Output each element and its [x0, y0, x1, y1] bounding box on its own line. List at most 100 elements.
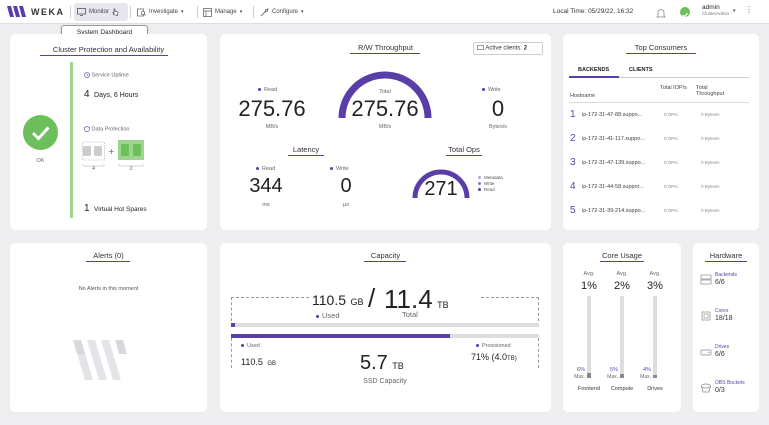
drive-icon — [700, 349, 712, 356]
throughput-card — [220, 34, 551, 230]
ops-legend-write: Write — [478, 181, 503, 187]
active-clients-box[interactable]: Active clients: 2 — [473, 42, 543, 55]
read-unit: MB/s — [265, 124, 279, 130]
protection-label-text: Data Protection — [91, 126, 130, 133]
row-host: ip-172-31-47-139.suppo... — [582, 160, 646, 166]
chevron-down-icon: ▾ — [181, 9, 184, 15]
backends-label: Backends — [715, 272, 737, 278]
provisioned-label-text: Provisioned — [482, 343, 511, 349]
cursor-hand-icon — [112, 8, 119, 16]
tab-backends[interactable]: BACKENDS — [578, 67, 610, 73]
latency-write-value: 0 — [340, 175, 352, 197]
hardware-obs-buckets[interactable]: OBS Buckets 0/3 — [715, 379, 745, 395]
row-rank: 5 — [570, 205, 576, 216]
title-underline — [446, 155, 482, 156]
ok-status-icon — [23, 115, 58, 150]
total-capacity: 11.4 TB — [384, 284, 449, 315]
nav-monitor[interactable]: Monitor — [74, 3, 128, 21]
ops-value: 271 — [424, 178, 458, 200]
hardware-cores[interactable]: Cores 18/18 — [715, 307, 733, 323]
latency-write-label-text: Write — [336, 166, 349, 172]
col-iops[interactable]: Total IOP/s — [660, 85, 687, 91]
uptime-label: Service Uptime — [84, 72, 129, 78]
row-iops: 0 OP/s — [664, 112, 678, 117]
brand-name: WEKA — [31, 6, 65, 17]
table-row[interactable]: 4 ip-172-31-44-58.suppor... 0 OP/s 0 Bytes/… — [569, 176, 745, 196]
check-icon — [31, 126, 50, 141]
weka-watermark-icon — [73, 340, 127, 380]
read-value: 275.76 — [238, 96, 306, 121]
notification-bell[interactable] — [656, 6, 666, 24]
user-menu[interactable]: admin ClusterAdmin — [702, 4, 729, 17]
hardware-drives[interactable]: Drives 6/6 — [715, 343, 729, 359]
row-throughput: 0 Bytes/s — [701, 136, 720, 141]
weka-logo[interactable]: WEKA — [7, 6, 65, 17]
nav-configure[interactable]: Configure ▾ — [257, 3, 313, 21]
total-capacity-bar-fill — [231, 323, 235, 327]
row-iops: 0 OP/s — [664, 136, 678, 141]
alerts-card — [10, 243, 207, 412]
title-underline — [40, 55, 168, 56]
read-label-text: Read — [264, 87, 278, 93]
provisioned-amount: (4.0 — [491, 352, 508, 362]
check-icon — [682, 12, 688, 18]
latency-write-label: Write — [330, 166, 349, 172]
chevron-down-icon: ▾ — [301, 9, 304, 15]
ops-title: Total Ops — [448, 145, 480, 154]
used-capacity: 110.5 GB — [312, 292, 363, 310]
alerts-title: Alerts (0) — [93, 251, 124, 260]
row-throughput: 0 Bytes/s — [701, 112, 720, 117]
svg-text:+: + — [108, 147, 115, 156]
ssd-used-value: 110.5 — [241, 357, 263, 367]
core-avg-value: 1% — [581, 280, 597, 292]
table-row[interactable]: 3 ip-172-31-47-139.suppo... 0 OP/s 0 Bytes/… — [569, 152, 745, 172]
backends-value: 6/6 — [715, 279, 725, 286]
protection-parity-count: 2 — [129, 166, 133, 172]
table-row[interactable]: 1 ip-172-31-47-88.suppo... 0 OP/s 0 Bytes/s — [569, 104, 745, 124]
title-underline — [626, 53, 696, 54]
provisioned-value: 71% (4.0TB) — [471, 352, 517, 362]
latency-read-label: Read — [256, 166, 275, 172]
chevron-down-icon[interactable]: ▾ — [733, 8, 736, 14]
row-host: ip-172-31-39-214.suppo... — [582, 208, 646, 214]
total-capacity-label-bg — [309, 285, 479, 323]
core-avg-label: Avg. — [649, 271, 661, 277]
top-bar: WEKA Monitor Investigate ▾ Manage ▾ Conf… — [0, 0, 769, 24]
tab-clients[interactable]: CLIENTS — [629, 67, 653, 73]
tabs-divider — [569, 77, 749, 78]
hardware-backends[interactable]: Backends 6/6 — [715, 271, 737, 287]
latency-read-value: 344 — [249, 175, 283, 197]
total-throughput-gauge — [338, 71, 432, 119]
nav-manage[interactable]: Manage ▾ — [200, 3, 250, 21]
tab-active-indicator — [569, 76, 619, 78]
row-rank: 1 — [570, 109, 576, 120]
table-row[interactable]: 5 ip-172-31-39-214.suppo... 0 OP/s 0 Bytes/… — [569, 200, 745, 220]
core-name: Drives — [647, 386, 663, 392]
core-max-value: 6% — [577, 367, 585, 373]
nav-monitor-label: Monitor — [89, 9, 110, 15]
row-iops: 0 OP/s — [664, 160, 678, 165]
core-name: Compute — [610, 386, 634, 392]
capacity-title: Capacity — [370, 251, 401, 260]
more-vertical-icon[interactable]: ⋮ — [745, 5, 753, 14]
nav-investigate[interactable]: Investigate ▾ — [134, 3, 196, 21]
table-row[interactable]: 2 ip-172-31-41-117.suppo... 0 OP/s 0 Bytes/… — [569, 128, 745, 148]
hardware-card — [693, 243, 759, 412]
total-label: Total — [379, 89, 391, 95]
core-avg-label: Avg. — [583, 271, 595, 277]
clients-icon — [477, 45, 484, 50]
col-throughput[interactable]: Total Throughput — [696, 85, 725, 97]
active-clients-value: 2 — [523, 45, 528, 52]
obs-buckets-label: OBS Buckets — [715, 380, 745, 386]
system-status-badge[interactable] — [680, 7, 690, 18]
core-usage-bar — [587, 296, 591, 378]
core-usage-bar — [653, 296, 657, 378]
core-usage-title: Core Usage — [601, 251, 643, 260]
local-time-label: Local Time: — [553, 8, 587, 15]
investigate-icon — [137, 8, 146, 16]
core-avg-label: Avg. — [616, 271, 628, 277]
hot-spares-label: Virtual Hot Spares — [94, 206, 147, 213]
cpu-icon — [701, 311, 711, 321]
drives-label: Drives — [715, 344, 730, 350]
drives-value: 6/6 — [715, 351, 725, 358]
